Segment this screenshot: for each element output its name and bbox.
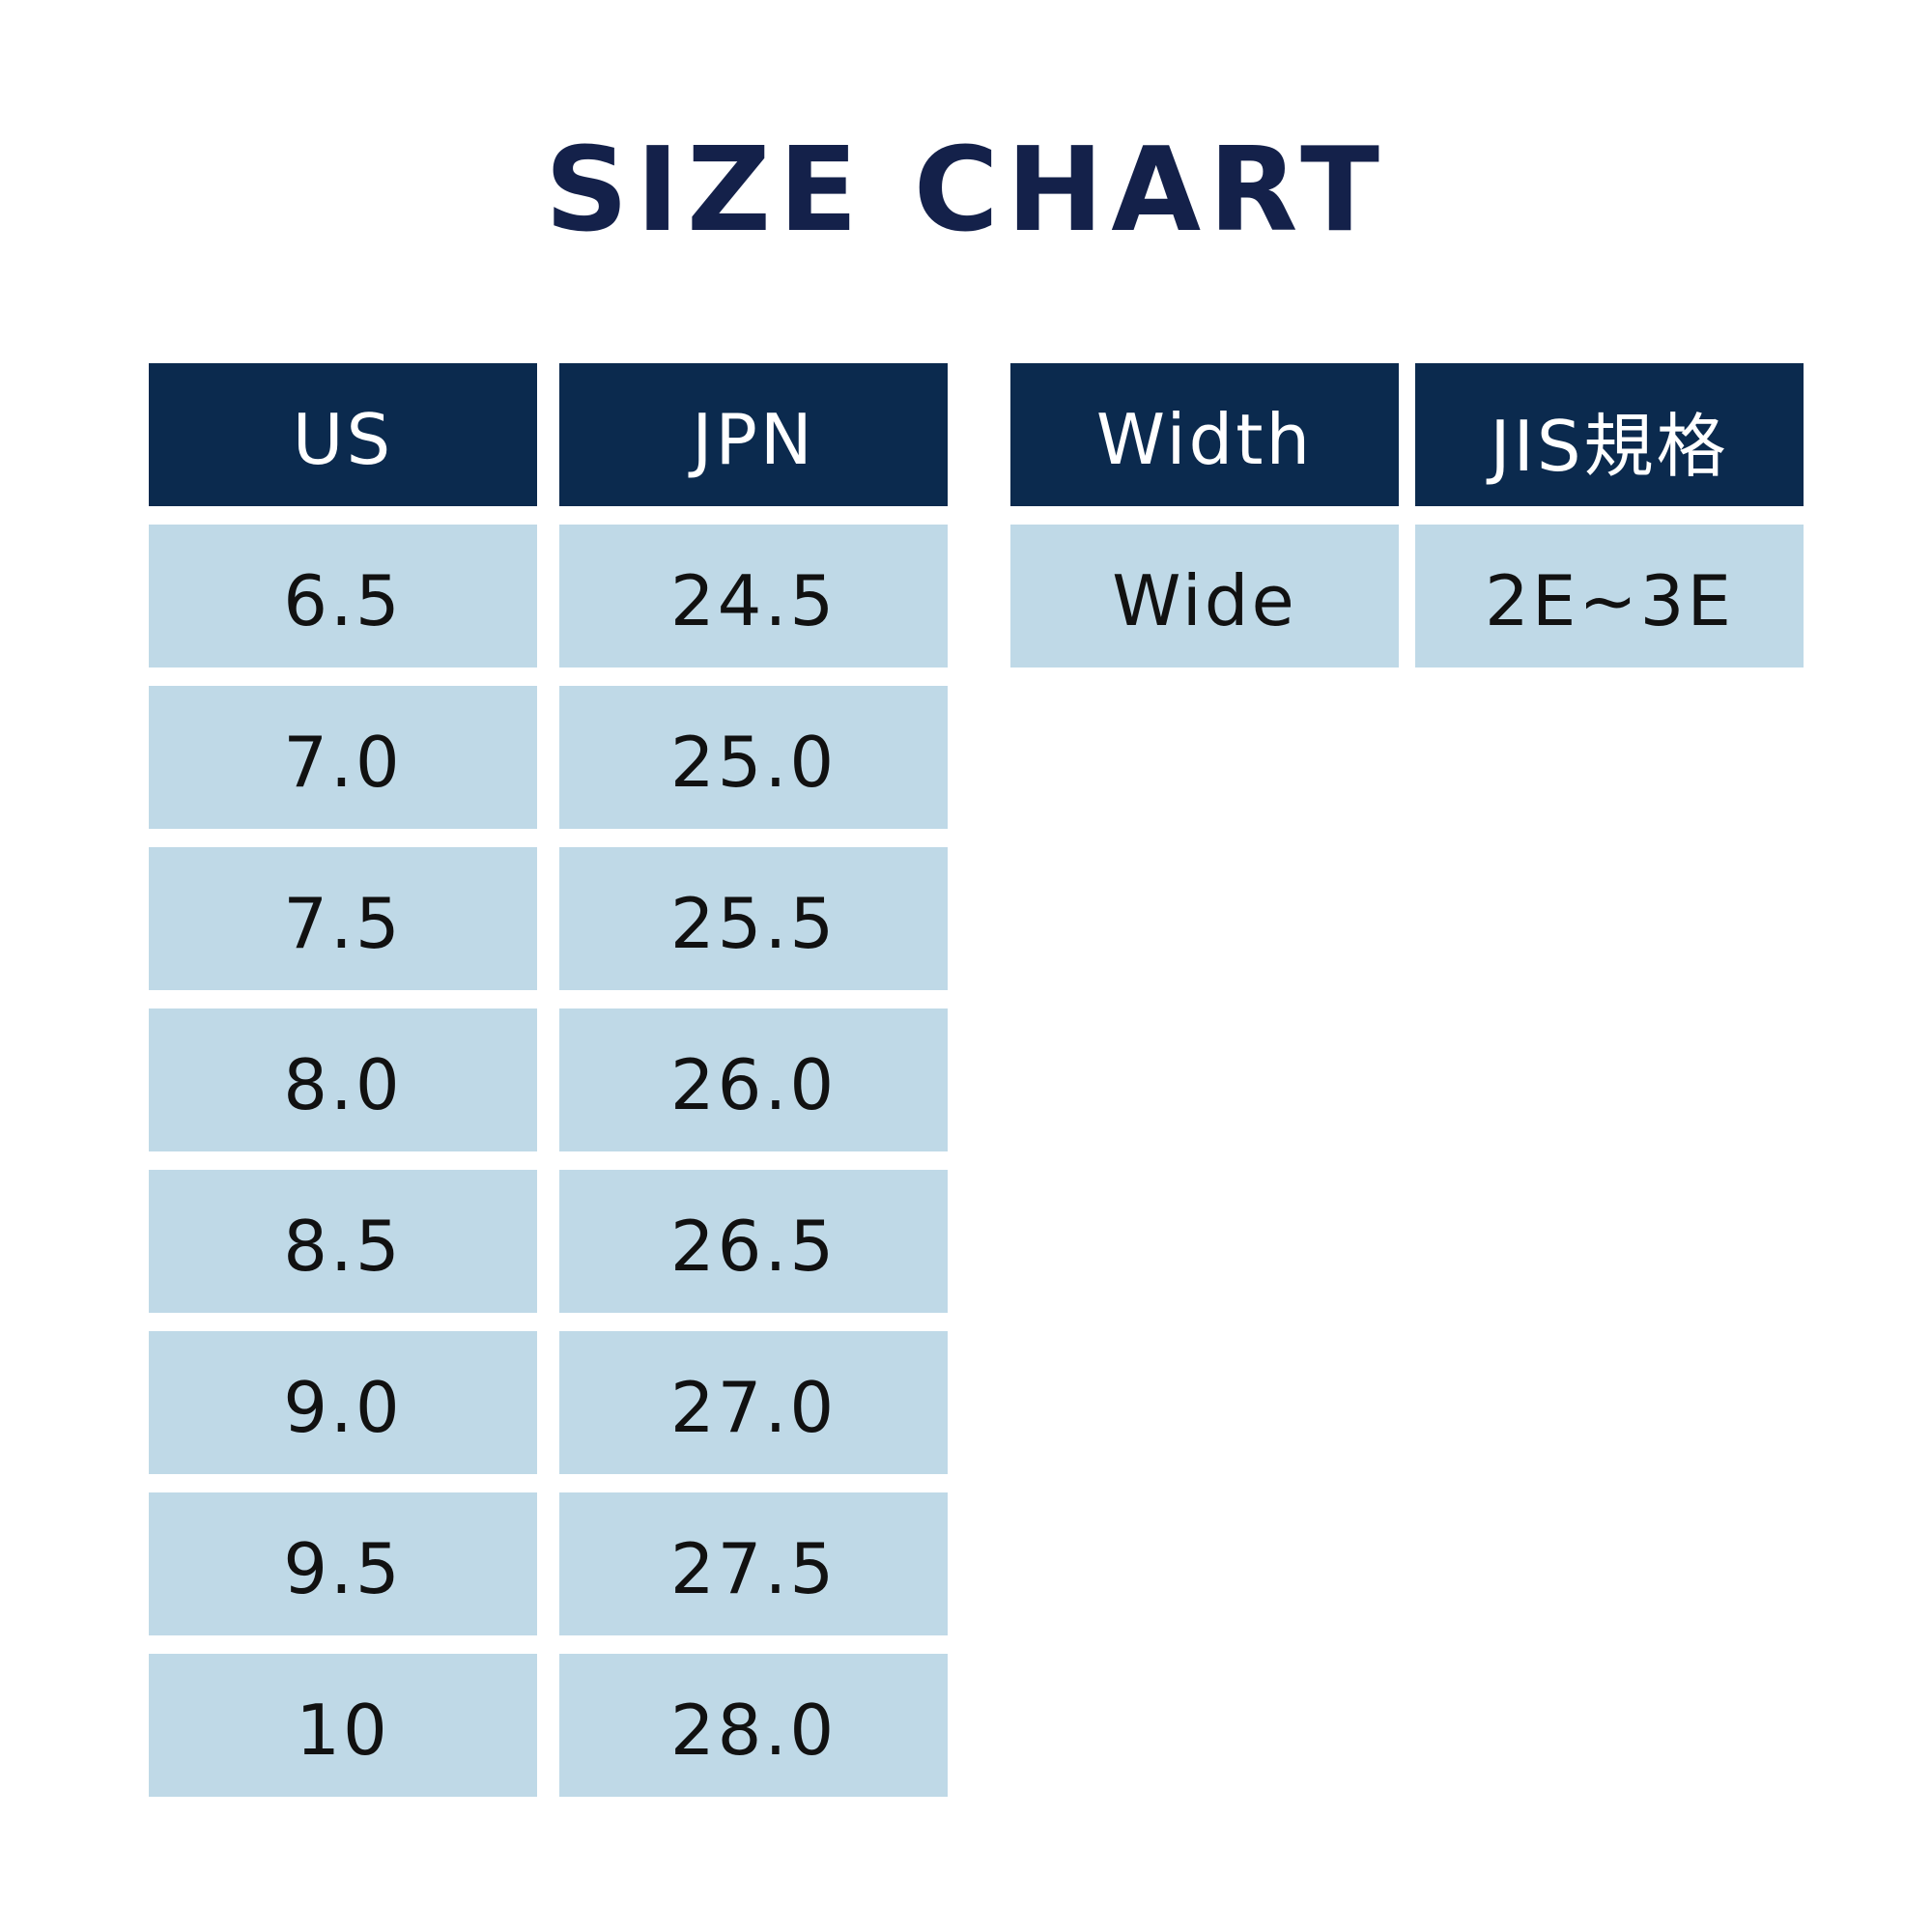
- jpn-size-cell: 26.0: [559, 1009, 948, 1151]
- header-jis: JIS規格: [1415, 363, 1804, 506]
- us-size-cell: 6.5: [149, 525, 537, 668]
- us-size-cell: 8.5: [149, 1170, 537, 1313]
- header-us: US: [149, 363, 537, 506]
- us-size-cell: 7.5: [149, 847, 537, 990]
- us-size-cell: 8.0: [149, 1009, 537, 1151]
- jpn-size-cell: 28.0: [559, 1654, 948, 1797]
- jpn-size-cell: 25.5: [559, 847, 948, 990]
- us-size-cell: 9.0: [149, 1331, 537, 1474]
- us-size-cell: 7.0: [149, 686, 537, 829]
- header-width: Width: [1010, 363, 1399, 506]
- width-table: Width JIS規格 Wide 2E~3E: [1010, 363, 1804, 668]
- jis-value-cell: 2E~3E: [1415, 525, 1804, 668]
- size-table: US JPN 6.5 24.5 7.0 25.0 7.5 25.5 8.0 26…: [149, 363, 948, 1797]
- page-title: SIZE CHART: [544, 124, 1388, 258]
- us-size-cell: 10: [149, 1654, 537, 1797]
- header-jpn: JPN: [559, 363, 948, 506]
- width-value-cell: Wide: [1010, 525, 1399, 668]
- us-size-cell: 9.5: [149, 1492, 537, 1635]
- jpn-size-cell: 27.5: [559, 1492, 948, 1635]
- jpn-size-cell: 24.5: [559, 525, 948, 668]
- jpn-size-cell: 26.5: [559, 1170, 948, 1313]
- jpn-size-cell: 25.0: [559, 686, 948, 829]
- jpn-size-cell: 27.0: [559, 1331, 948, 1474]
